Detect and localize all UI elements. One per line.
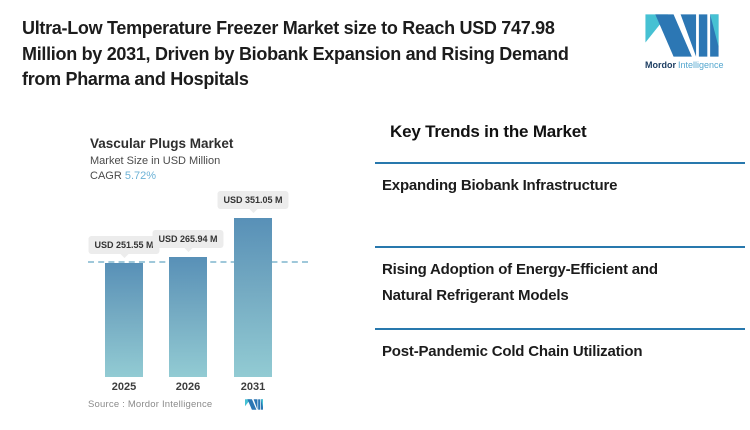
- bar: [234, 218, 272, 377]
- chart-title: Vascular Plugs Market: [90, 136, 234, 151]
- trends-heading: Key Trends in the Market: [390, 122, 587, 141]
- bar-value-badge: USD 265.94 M: [152, 230, 224, 248]
- x-axis-label: 2031: [240, 381, 266, 393]
- trend-row: Post-Pandemic Cold Chain Utilization: [375, 328, 745, 365]
- trend-row: Rising Adoption of Energy-Efficient and …: [375, 246, 745, 328]
- trend-text: Rising Adoption of Energy-Efficient and …: [382, 261, 658, 304]
- page-title: Ultra-Low Temperature Freezer Market siz…: [22, 18, 569, 89]
- brand-name-bold: Mordor: [645, 60, 676, 70]
- trend-row: Expanding Biobank Infrastructure: [375, 162, 745, 246]
- bar-value-badge: USD 351.05 M: [217, 191, 289, 209]
- bar: [169, 257, 207, 377]
- key-trends-panel: Key Trends in the Market Expanding Bioba…: [375, 118, 745, 365]
- trend-list: Expanding Biobank Infrastructure Rising A…: [375, 162, 745, 365]
- x-axis-label: 2025: [111, 381, 137, 393]
- source-text: Source : Mordor Intelligence: [88, 399, 213, 410]
- bar-plot: USD 251.55 M USD 265.94 M USD 351.05 M: [88, 191, 308, 377]
- source-logo-icon: [245, 399, 263, 410]
- source-logo: [245, 398, 263, 411]
- cagr-label: CAGR: [90, 170, 122, 182]
- trend-text: Expanding Biobank Infrastructure: [382, 177, 618, 194]
- x-axis-label: 2026: [175, 381, 201, 393]
- bar: [105, 263, 143, 377]
- brand-name-light: Intelligence: [678, 60, 724, 70]
- chart-cagr: CAGR 5.72%: [90, 170, 156, 182]
- mordor-logo-icon: [645, 14, 719, 57]
- brand-logo: Mordor Intelligence: [645, 13, 724, 70]
- x-axis-labels: 2025 2026 2031: [88, 381, 308, 397]
- cagr-value: 5.72%: [124, 170, 157, 182]
- brand-wordmark: Mordor Intelligence: [645, 60, 724, 70]
- chart-subtitle: Market Size in USD Million: [90, 155, 221, 167]
- bar-value-badge: USD 251.55 M: [88, 236, 160, 254]
- trend-text: Post-Pandemic Cold Chain Utilization: [382, 343, 643, 360]
